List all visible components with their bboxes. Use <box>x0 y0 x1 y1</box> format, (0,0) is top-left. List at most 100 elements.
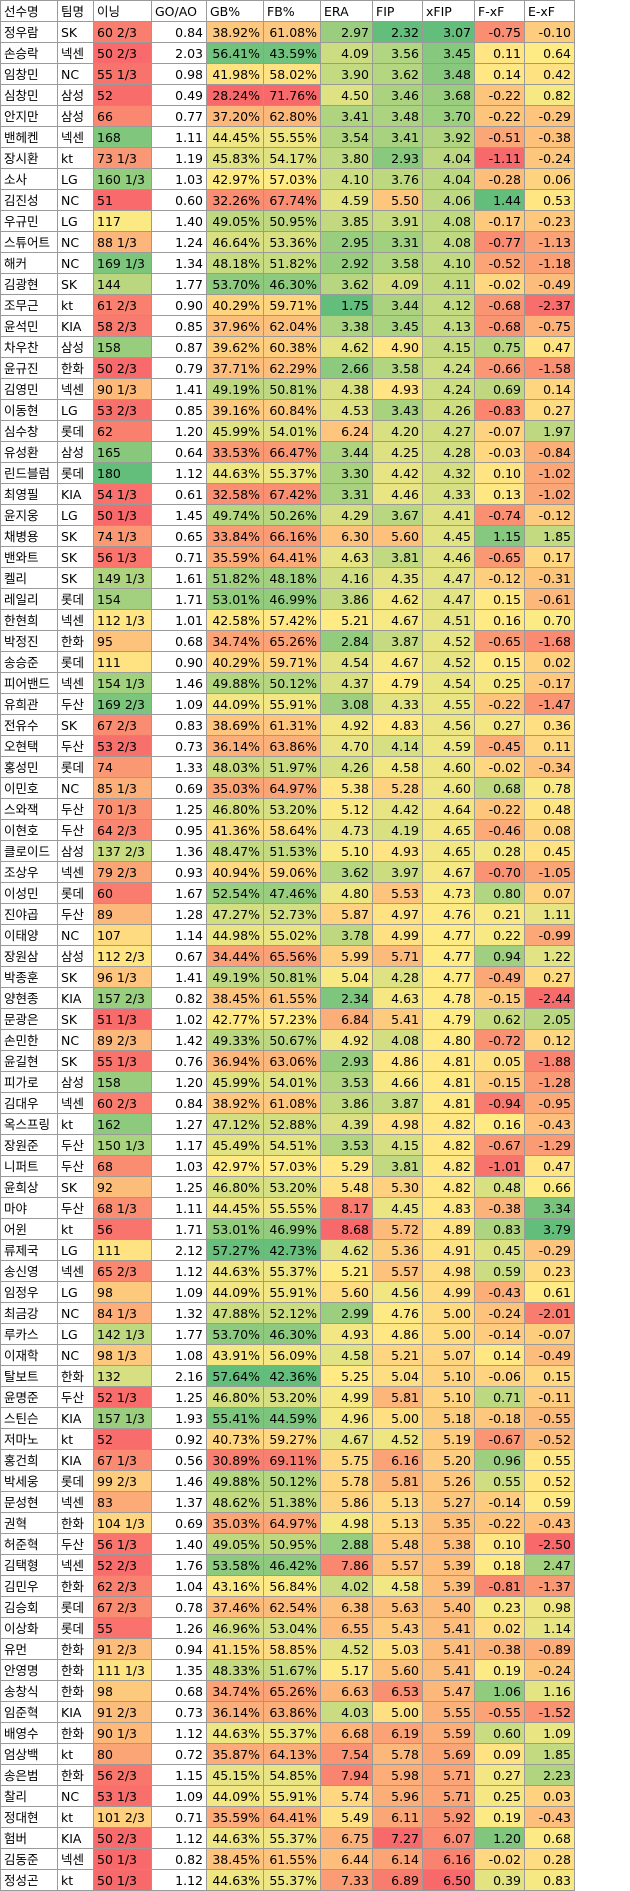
cell-fb-pct: 55.02% <box>263 924 321 946</box>
cell-xfip: 4.73 <box>422 882 475 904</box>
cell-go-ao: 1.71 <box>151 1218 207 1240</box>
cell-xfip: 3.70 <box>422 105 475 127</box>
cell-era: 7.86 <box>320 1554 373 1576</box>
cell-e-xf: -0.61 <box>524 588 575 610</box>
cell-fip: 5.96 <box>372 1785 423 1807</box>
cell-fip: 4.28 <box>372 966 423 988</box>
cell-team: kt <box>57 1869 94 1891</box>
cell-xfip: 4.24 <box>422 357 475 379</box>
cell-f-xf: -0.67 <box>474 1428 525 1450</box>
cell-f-xf: 0.21 <box>474 903 525 925</box>
cell-gb-pct: 44.63% <box>206 1260 264 1282</box>
cell-go-ao: 2.16 <box>151 1365 207 1387</box>
cell-f-xf: -0.72 <box>474 1029 525 1051</box>
cell-fb-pct: 64.41% <box>263 546 321 568</box>
cell-f-xf: -0.81 <box>474 1575 525 1597</box>
cell-fb-pct: 61.55% <box>263 1848 321 1870</box>
cell-xfip: 5.27 <box>422 1491 475 1513</box>
cell-innings: 98 1/3 <box>93 1344 152 1366</box>
cell-team: 넥센 <box>57 861 94 883</box>
cell-fb-pct: 59.27% <box>263 1428 321 1450</box>
cell-gb-pct: 57.27% <box>206 1239 264 1261</box>
cell-e-xf: 0.27 <box>524 966 575 988</box>
cell-player-name: 유희관 <box>0 693 58 715</box>
cell-player-name: 스와잭 <box>0 798 58 820</box>
cell-fip: 4.20 <box>372 420 423 442</box>
cell-fb-pct: 46.30% <box>263 1323 321 1345</box>
cell-gb-pct: 32.58% <box>206 483 264 505</box>
table-row: 윤규진 한화 50 2/3 0.79 37.71% 62.29% 2.66 3.58 4.24-… <box>0 357 575 379</box>
table-row: 찰리 NC 53 1/3 1.09 44.09% 55.91% 5.74 5.96 5.71 0.… <box>0 1785 575 1807</box>
table-row: 김영민 넥센 90 1/3 1.41 49.19% 50.81% 4.38 4.93 4.24 0… <box>0 378 575 400</box>
cell-f-xf: -0.02 <box>474 756 525 778</box>
cell-gb-pct: 42.97% <box>206 168 264 190</box>
cell-f-xf: -0.68 <box>474 294 525 316</box>
cell-innings: 62 <box>93 420 152 442</box>
cell-fip: 5.00 <box>372 1701 423 1723</box>
cell-era: 5.87 <box>320 903 373 925</box>
cell-era: 5.04 <box>320 966 373 988</box>
cell-f-xf: -0.06 <box>474 1365 525 1387</box>
cell-xfip: 5.20 <box>422 1449 475 1471</box>
cell-go-ao: 0.56 <box>151 1449 207 1471</box>
cell-player-name: 린드블럼 <box>0 462 58 484</box>
cell-f-xf: 0.55 <box>474 1470 525 1492</box>
cell-xfip: 4.33 <box>422 483 475 505</box>
cell-e-xf: 0.06 <box>524 168 575 190</box>
table-row: 임준혁 KIA 91 2/3 0.73 36.14% 63.86% 4.03 5.00 5.55… <box>0 1701 575 1723</box>
cell-innings: 68 <box>93 1155 152 1177</box>
cell-e-xf: -1.47 <box>524 693 575 715</box>
cell-go-ao: 1.46 <box>151 672 207 694</box>
cell-fb-pct: 58.64% <box>263 819 321 841</box>
cell-fb-pct: 54.01% <box>263 420 321 442</box>
cell-fb-pct: 50.12% <box>263 1470 321 1492</box>
cell-go-ao: 1.71 <box>151 588 207 610</box>
cell-fb-pct: 67.74% <box>263 189 321 211</box>
cell-f-xf: -0.94 <box>474 1092 525 1114</box>
cell-fb-pct: 60.38% <box>263 336 321 358</box>
cell-player-name: 차우찬 <box>0 336 58 358</box>
cell-go-ao: 0.76 <box>151 1050 207 1072</box>
cell-gb-pct: 49.05% <box>206 1533 264 1555</box>
cell-xfip: 4.52 <box>422 651 475 673</box>
cell-team: 한화 <box>57 630 94 652</box>
cell-fip: 4.98 <box>372 1113 423 1135</box>
table-row: 김민우 한화 62 2/3 1.04 43.16% 56.84% 4.02 4.58 5.39-… <box>0 1575 575 1597</box>
cell-fip: 5.63 <box>372 1596 423 1618</box>
cell-gb-pct: 42.97% <box>206 1155 264 1177</box>
cell-e-xf: 1.09 <box>524 1722 575 1744</box>
cell-fip: 4.45 <box>372 1197 423 1219</box>
cell-player-name: 이상화 <box>0 1617 58 1639</box>
cell-player-name: 한현희 <box>0 609 58 631</box>
table-row: 박세웅 롯데 99 2/3 1.46 49.88% 50.12% 5.78 5.81 5.26 0… <box>0 1470 575 1492</box>
cell-player-name: 레일리 <box>0 588 58 610</box>
table-row: 김동준 넥센 50 1/3 0.82 38.45% 61.55% 6.44 6.14 6.16-… <box>0 1848 575 1870</box>
cell-fb-pct: 62.04% <box>263 315 321 337</box>
cell-era: 4.99 <box>320 1386 373 1408</box>
cell-team: SK <box>57 1050 94 1072</box>
cell-go-ao: 0.84 <box>151 21 207 43</box>
cell-gb-pct: 44.63% <box>206 1869 264 1891</box>
cell-e-xf: 0.98 <box>524 1596 575 1618</box>
cell-go-ao: 1.01 <box>151 609 207 631</box>
cell-innings: 67 1/3 <box>93 1449 152 1471</box>
cell-fip: 6.89 <box>372 1869 423 1891</box>
cell-era: 3.85 <box>320 210 373 232</box>
cell-innings: 67 2/3 <box>93 714 152 736</box>
table-row: 스와잭 두산 70 1/3 1.25 46.80% 53.20% 5.12 4.42 4.64-… <box>0 798 575 820</box>
cell-go-ao: 1.12 <box>151 1260 207 1282</box>
cell-fb-pct: 64.97% <box>263 1512 321 1534</box>
table-row: 송은범 한화 56 2/3 1.15 45.15% 54.85% 7.94 5.98 5.71 0… <box>0 1764 575 1786</box>
cell-fip: 5.60 <box>372 1659 423 1681</box>
cell-xfip: 5.41 <box>422 1638 475 1660</box>
cell-f-xf: 0.60 <box>474 1722 525 1744</box>
cell-go-ao: 0.68 <box>151 630 207 652</box>
cell-f-xf: -0.65 <box>474 630 525 652</box>
header-f-xf: F-xF <box>474 0 525 22</box>
cell-era: 6.84 <box>320 1008 373 1030</box>
cell-player-name: 정성곤 <box>0 1869 58 1891</box>
cell-era: 4.53 <box>320 399 373 421</box>
cell-team: 롯데 <box>57 588 94 610</box>
cell-gb-pct: 40.94% <box>206 861 264 883</box>
cell-fb-pct: 53.20% <box>263 798 321 820</box>
